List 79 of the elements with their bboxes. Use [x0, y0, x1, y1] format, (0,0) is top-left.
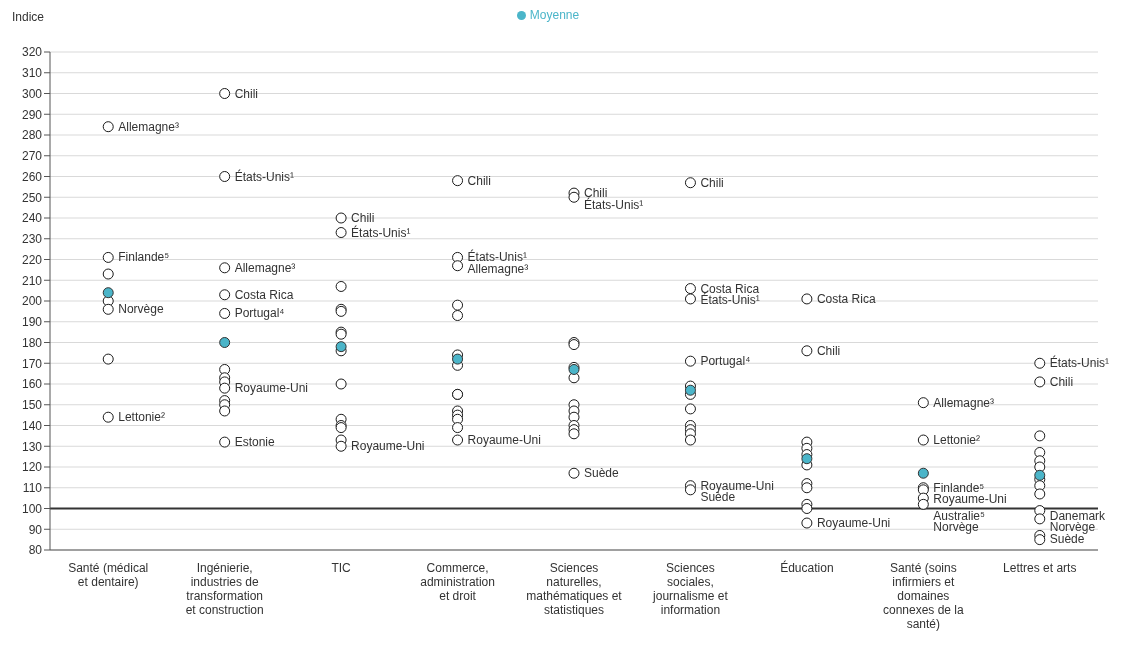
annotation: Chili	[467, 173, 491, 188]
y-tick-label: 280	[21, 128, 43, 143]
x-tick-label: Sciences sociales, journalisme et information	[652, 561, 729, 617]
point	[801, 453, 813, 465]
annotation: Finlande⁵	[118, 250, 170, 265]
point	[1034, 469, 1046, 481]
y-tick-label: 160	[21, 377, 43, 392]
y-tick-label: 90	[28, 522, 43, 537]
point	[917, 467, 929, 479]
y-tick-label: 150	[21, 398, 43, 413]
point	[102, 287, 114, 299]
annotation: Lettonie²	[933, 433, 981, 448]
annotation: États-Unis¹	[584, 196, 644, 212]
annotation: Suède	[584, 466, 620, 481]
y-tick-label: 80	[28, 543, 43, 558]
x-tick-label: TIC	[331, 561, 352, 575]
y-tick-label: 270	[21, 149, 43, 164]
x-tick-label: Santé (médical et dentaire)	[68, 561, 149, 589]
annotation: Royaume-Uni	[467, 433, 541, 448]
annotation: Royaume-Uni	[700, 478, 774, 493]
annotation: Norvège	[118, 302, 164, 317]
annotation: États-Unis¹	[351, 224, 411, 240]
annotation: Lettonie²	[118, 410, 165, 425]
y-tick-label: 320	[21, 45, 43, 60]
y-tick-label: 130	[21, 439, 43, 454]
annotation: Royaume-Uni	[933, 492, 1007, 507]
annotation: Allemagne³	[933, 395, 995, 410]
y-tick-label: 110	[22, 481, 43, 496]
annotation: Australie⁵	[933, 508, 986, 523]
annotation: Chili	[351, 211, 375, 225]
point	[684, 384, 696, 396]
x-tick-label: Santé (soins infirmiers et domaines connexes de la santé)	[882, 561, 965, 631]
y-tick-label: 240	[21, 211, 43, 226]
y-tick-label: 290	[21, 107, 43, 122]
y-tick-label: 230	[21, 232, 43, 247]
annotation: États-Unis¹	[700, 291, 760, 307]
x-tick-label: Commerce, administration et droit	[420, 561, 495, 603]
annotation: Portugal⁴	[234, 306, 285, 321]
annotation: Chili	[1049, 374, 1074, 389]
annotation: Costa Rica	[234, 287, 294, 302]
annotation: Costa Rica	[816, 291, 876, 306]
x-tick-label: Ingénierie, industries de transformation et construction	[185, 561, 264, 617]
y-tick-label: 120	[21, 460, 43, 475]
annotation: Finlande⁵	[933, 480, 985, 495]
annotation: Norvège	[933, 520, 980, 535]
annotation: Danemark	[1049, 508, 1107, 523]
y-tick-label: 180	[21, 335, 43, 350]
annotation: Norvège	[1049, 520, 1096, 535]
annotation: Portugal⁴	[700, 354, 751, 369]
y-tick-label: 300	[21, 86, 43, 101]
annotation: Royaume-Uni	[816, 516, 891, 531]
y-tick-label: 260	[21, 169, 43, 184]
y-axis-title: Indice	[12, 10, 45, 24]
x-tick-label: Éducation	[780, 560, 834, 575]
point	[452, 353, 464, 365]
y-tick-label: 250	[21, 190, 43, 205]
y-tick-label: 210	[21, 273, 43, 288]
annotation: Estonie	[234, 435, 276, 450]
x-tick-label: Sciences naturelles, mathématiques et statistiques	[526, 561, 623, 617]
annotation: États-Unis¹	[234, 168, 295, 184]
y-tick-label: 100	[21, 501, 43, 516]
y-tick-label: 190	[21, 315, 43, 330]
annotation: Allemagne³	[118, 119, 179, 134]
y-tick-label: 170	[21, 356, 43, 371]
legend-label: Moyenne	[529, 8, 580, 22]
x-tick-label: Lettres et arts	[1003, 561, 1077, 575]
annotation: Allemagne³	[234, 260, 296, 275]
annotation: Royaume-Uni	[234, 381, 309, 396]
annotation: Chili	[234, 86, 259, 101]
y-tick-label: 310	[21, 66, 43, 81]
point	[219, 337, 231, 348]
annotation: Chili	[700, 175, 724, 190]
annotation: Royaume-Uni	[351, 439, 425, 454]
y-tick-label: 200	[21, 294, 43, 309]
y-tick-label: 220	[21, 252, 43, 267]
annotation: États-Unis¹	[1049, 355, 1110, 371]
y-tick-label: 140	[21, 418, 43, 433]
point	[335, 341, 347, 353]
annotation: Chili	[816, 343, 841, 358]
